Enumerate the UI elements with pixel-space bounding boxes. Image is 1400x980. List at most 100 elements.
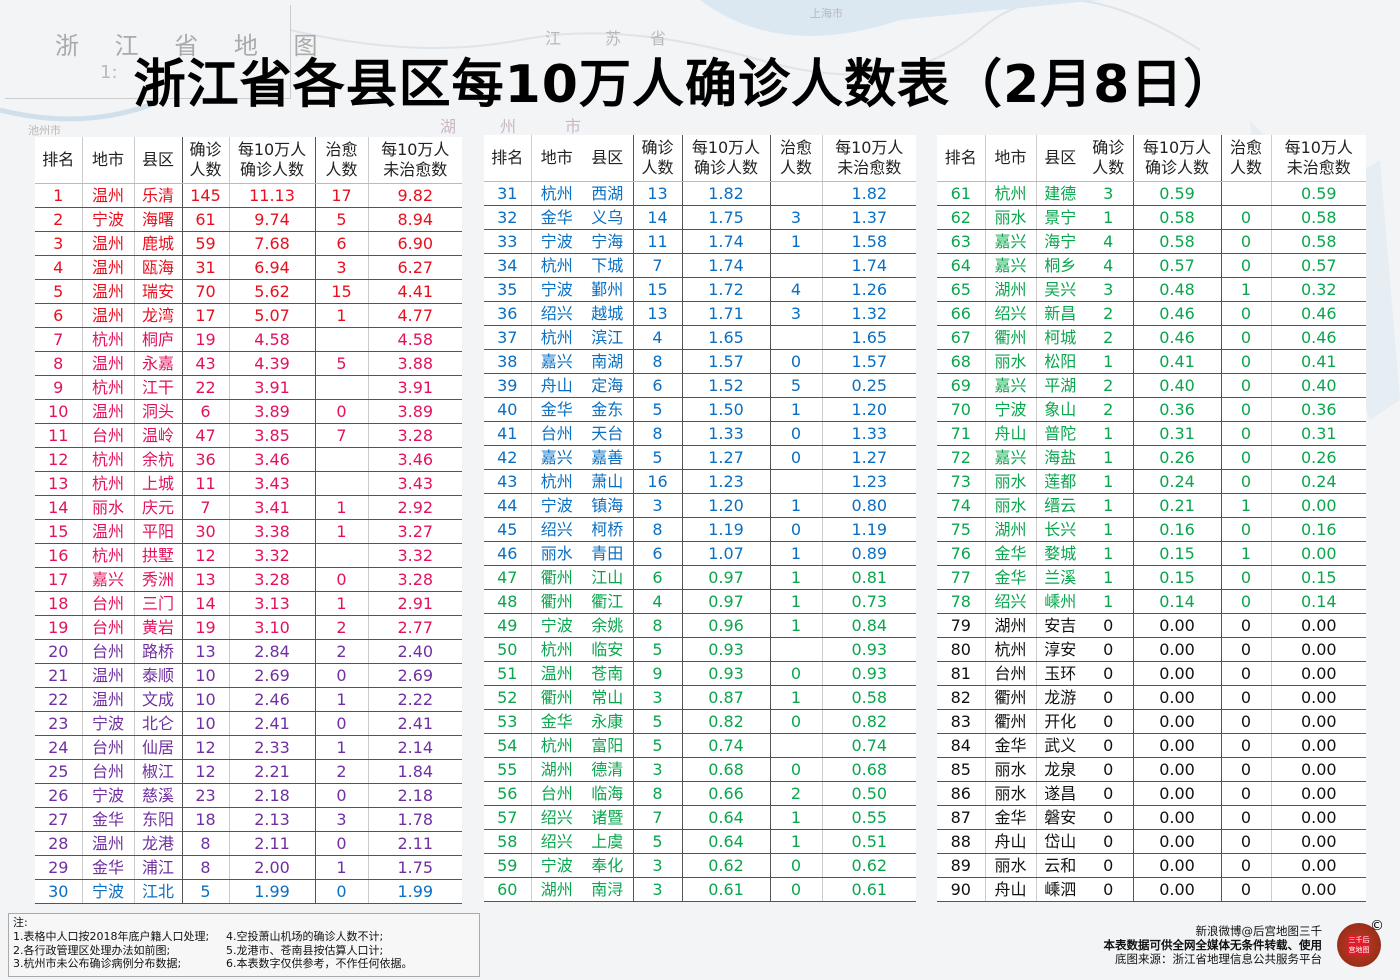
cell-confirmed: 13 [633,301,683,326]
cell-county: 嘉善 [582,445,634,470]
cell-rank: 47 [484,565,532,590]
table-row: 23 宁波 北仑 10 2.41 0 2.41 [35,711,462,736]
cell-per-100k-confirmed: 1.52 [682,373,771,398]
cell-cured: 0 [315,831,369,856]
cell-per-100k-uncured: 0.00 [1271,805,1366,830]
cell-per-100k-uncured: 1.26 [822,277,916,302]
cell-confirmed: 47 [182,423,230,448]
table-row: 18 台州 三门 14 3.13 1 2.91 [35,591,462,616]
cell-rank: 69 [937,373,986,398]
cell-per-100k-confirmed: 2.41 [229,711,316,736]
cell-cured: 0 [1221,349,1272,374]
column-header-cured: 治愈 人数 [315,137,369,184]
cell-per-100k-confirmed: 3.46 [229,447,316,472]
credit-weibo: 新浪微博@后宫地图三千 [1195,924,1323,938]
cell-per-100k-uncured: 0.58 [822,685,916,710]
cell-city: 宁波 [531,277,582,302]
cell-per-100k-uncured: 3.89 [368,399,462,424]
cell-city: 湖州 [985,517,1037,542]
cell-per-100k-uncured: 0.80 [822,493,916,518]
cell-county: 滨江 [582,325,634,350]
cell-per-100k-confirmed: 0.31 [1133,421,1222,446]
table-row: 45 绍兴 柯桥 8 1.19 0 1.19 [484,517,916,542]
table-row: 32 金华 义乌 14 1.75 3 1.37 [484,205,916,230]
cell-confirmed: 4 [633,589,683,614]
cell-cured: 0 [770,349,823,374]
cell-per-100k-uncured: 8.94 [368,207,462,232]
cell-confirmed: 16 [633,469,683,494]
cell-rank: 57 [484,805,532,830]
column-header-per-100k-confirmed: 每10万人 确诊人数 [1133,135,1222,182]
cell-per-100k-uncured: 9.82 [368,183,462,208]
cell-city: 金华 [985,805,1037,830]
cell-per-100k-uncured: 0.00 [1271,637,1366,662]
cell-per-100k-confirmed: 0.00 [1133,781,1222,806]
cell-cured: 1 [315,495,369,520]
cell-rank: 52 [484,685,532,710]
cell-city: 宁波 [531,613,582,638]
cell-rank: 40 [484,397,532,422]
cell-county: 路桥 [134,639,183,664]
cell-county: 莲都 [1036,469,1084,494]
cell-cured [315,327,369,352]
cell-city: 丽水 [985,757,1037,782]
cell-rank: 64 [937,253,986,278]
table-row: 76 金华 婺城 1 0.15 1 0.00 [937,541,1366,566]
table-row: 17 嘉兴 秀洲 13 3.28 0 3.28 [35,567,462,592]
cell-rank: 71 [937,421,986,446]
cell-rank: 90 [937,877,986,902]
table-row: 25 台州 椒江 12 2.21 2 1.84 [35,759,462,784]
cell-confirmed: 1 [1084,517,1134,542]
cell-city: 衢州 [531,685,582,710]
cell-cured: 0 [315,567,369,592]
cell-county: 遂昌 [1036,781,1084,806]
cell-per-100k-confirmed: 0.59 [1133,181,1222,206]
cell-confirmed: 145 [182,183,230,208]
cell-per-100k-uncured: 4.58 [368,327,462,352]
cell-per-100k-confirmed: 1.74 [682,229,771,254]
cell-cured: 1 [770,493,823,518]
cell-cured: 0 [1221,877,1272,902]
cell-per-100k-uncured: 0.74 [822,733,916,758]
cell-rank: 30 [35,879,83,904]
table-row: 24 台州 仙居 12 2.33 1 2.14 [35,735,462,760]
column-header-per-100k-confirmed: 每10万人 确诊人数 [682,135,771,182]
cell-rank: 49 [484,613,532,638]
map-place-label: 湖 [440,117,457,136]
cell-per-100k-confirmed: 0.15 [1133,565,1222,590]
cell-county: 仙居 [134,735,183,760]
cell-rank: 4 [35,255,83,280]
cell-confirmed: 14 [633,205,683,230]
cell-confirmed: 1 [1084,541,1134,566]
cell-city: 湖州 [531,877,582,902]
cell-county: 长兴 [1036,517,1084,542]
table-row: 74 丽水 缙云 1 0.21 1 0.00 [937,493,1366,518]
cell-cured: 0 [1221,301,1272,326]
cell-city: 嘉兴 [531,349,582,374]
cell-per-100k-confirmed: 4.58 [229,327,316,352]
column-header-county: 县区 [1036,135,1084,182]
cell-city: 嘉兴 [531,445,582,470]
cell-per-100k-uncured: 2.92 [368,495,462,520]
table-row: 43 杭州 萧山 16 1.23 1.23 [484,469,916,494]
table-row: 44 宁波 镇海 3 1.20 1 0.80 [484,493,916,518]
cell-cured: 7 [315,423,369,448]
cell-rank: 85 [937,757,986,782]
cell-city: 衢州 [985,325,1037,350]
cell-county: 永康 [582,709,634,734]
ranking-table-1: 排名 地市 县区 确诊 人数 每10万人 确诊人数 治愈 人数 每10万人 未治愈数 1 温州 乐清 145… [35,137,462,904]
table-row: 5 温州 瑞安 70 5.62 15 4.41 [35,279,462,304]
cell-county: 越城 [582,301,634,326]
column-header-cured: 治愈 人数 [770,135,823,182]
cell-cured: 0 [315,711,369,736]
cell-per-100k-confirmed: 6.94 [229,255,316,280]
cell-per-100k-uncured: 0.41 [1271,349,1366,374]
cell-county: 萧山 [582,469,634,494]
cell-per-100k-uncured: 0.58 [1271,205,1366,230]
page-title: 浙江省各县区每10万人确诊人数表（2月8日） [133,55,1237,115]
cell-per-100k-uncured: 0.93 [822,661,916,686]
cell-city: 杭州 [82,471,135,496]
cell-cured [315,447,369,472]
cell-confirmed: 11 [182,471,230,496]
cell-confirmed: 15 [633,277,683,302]
